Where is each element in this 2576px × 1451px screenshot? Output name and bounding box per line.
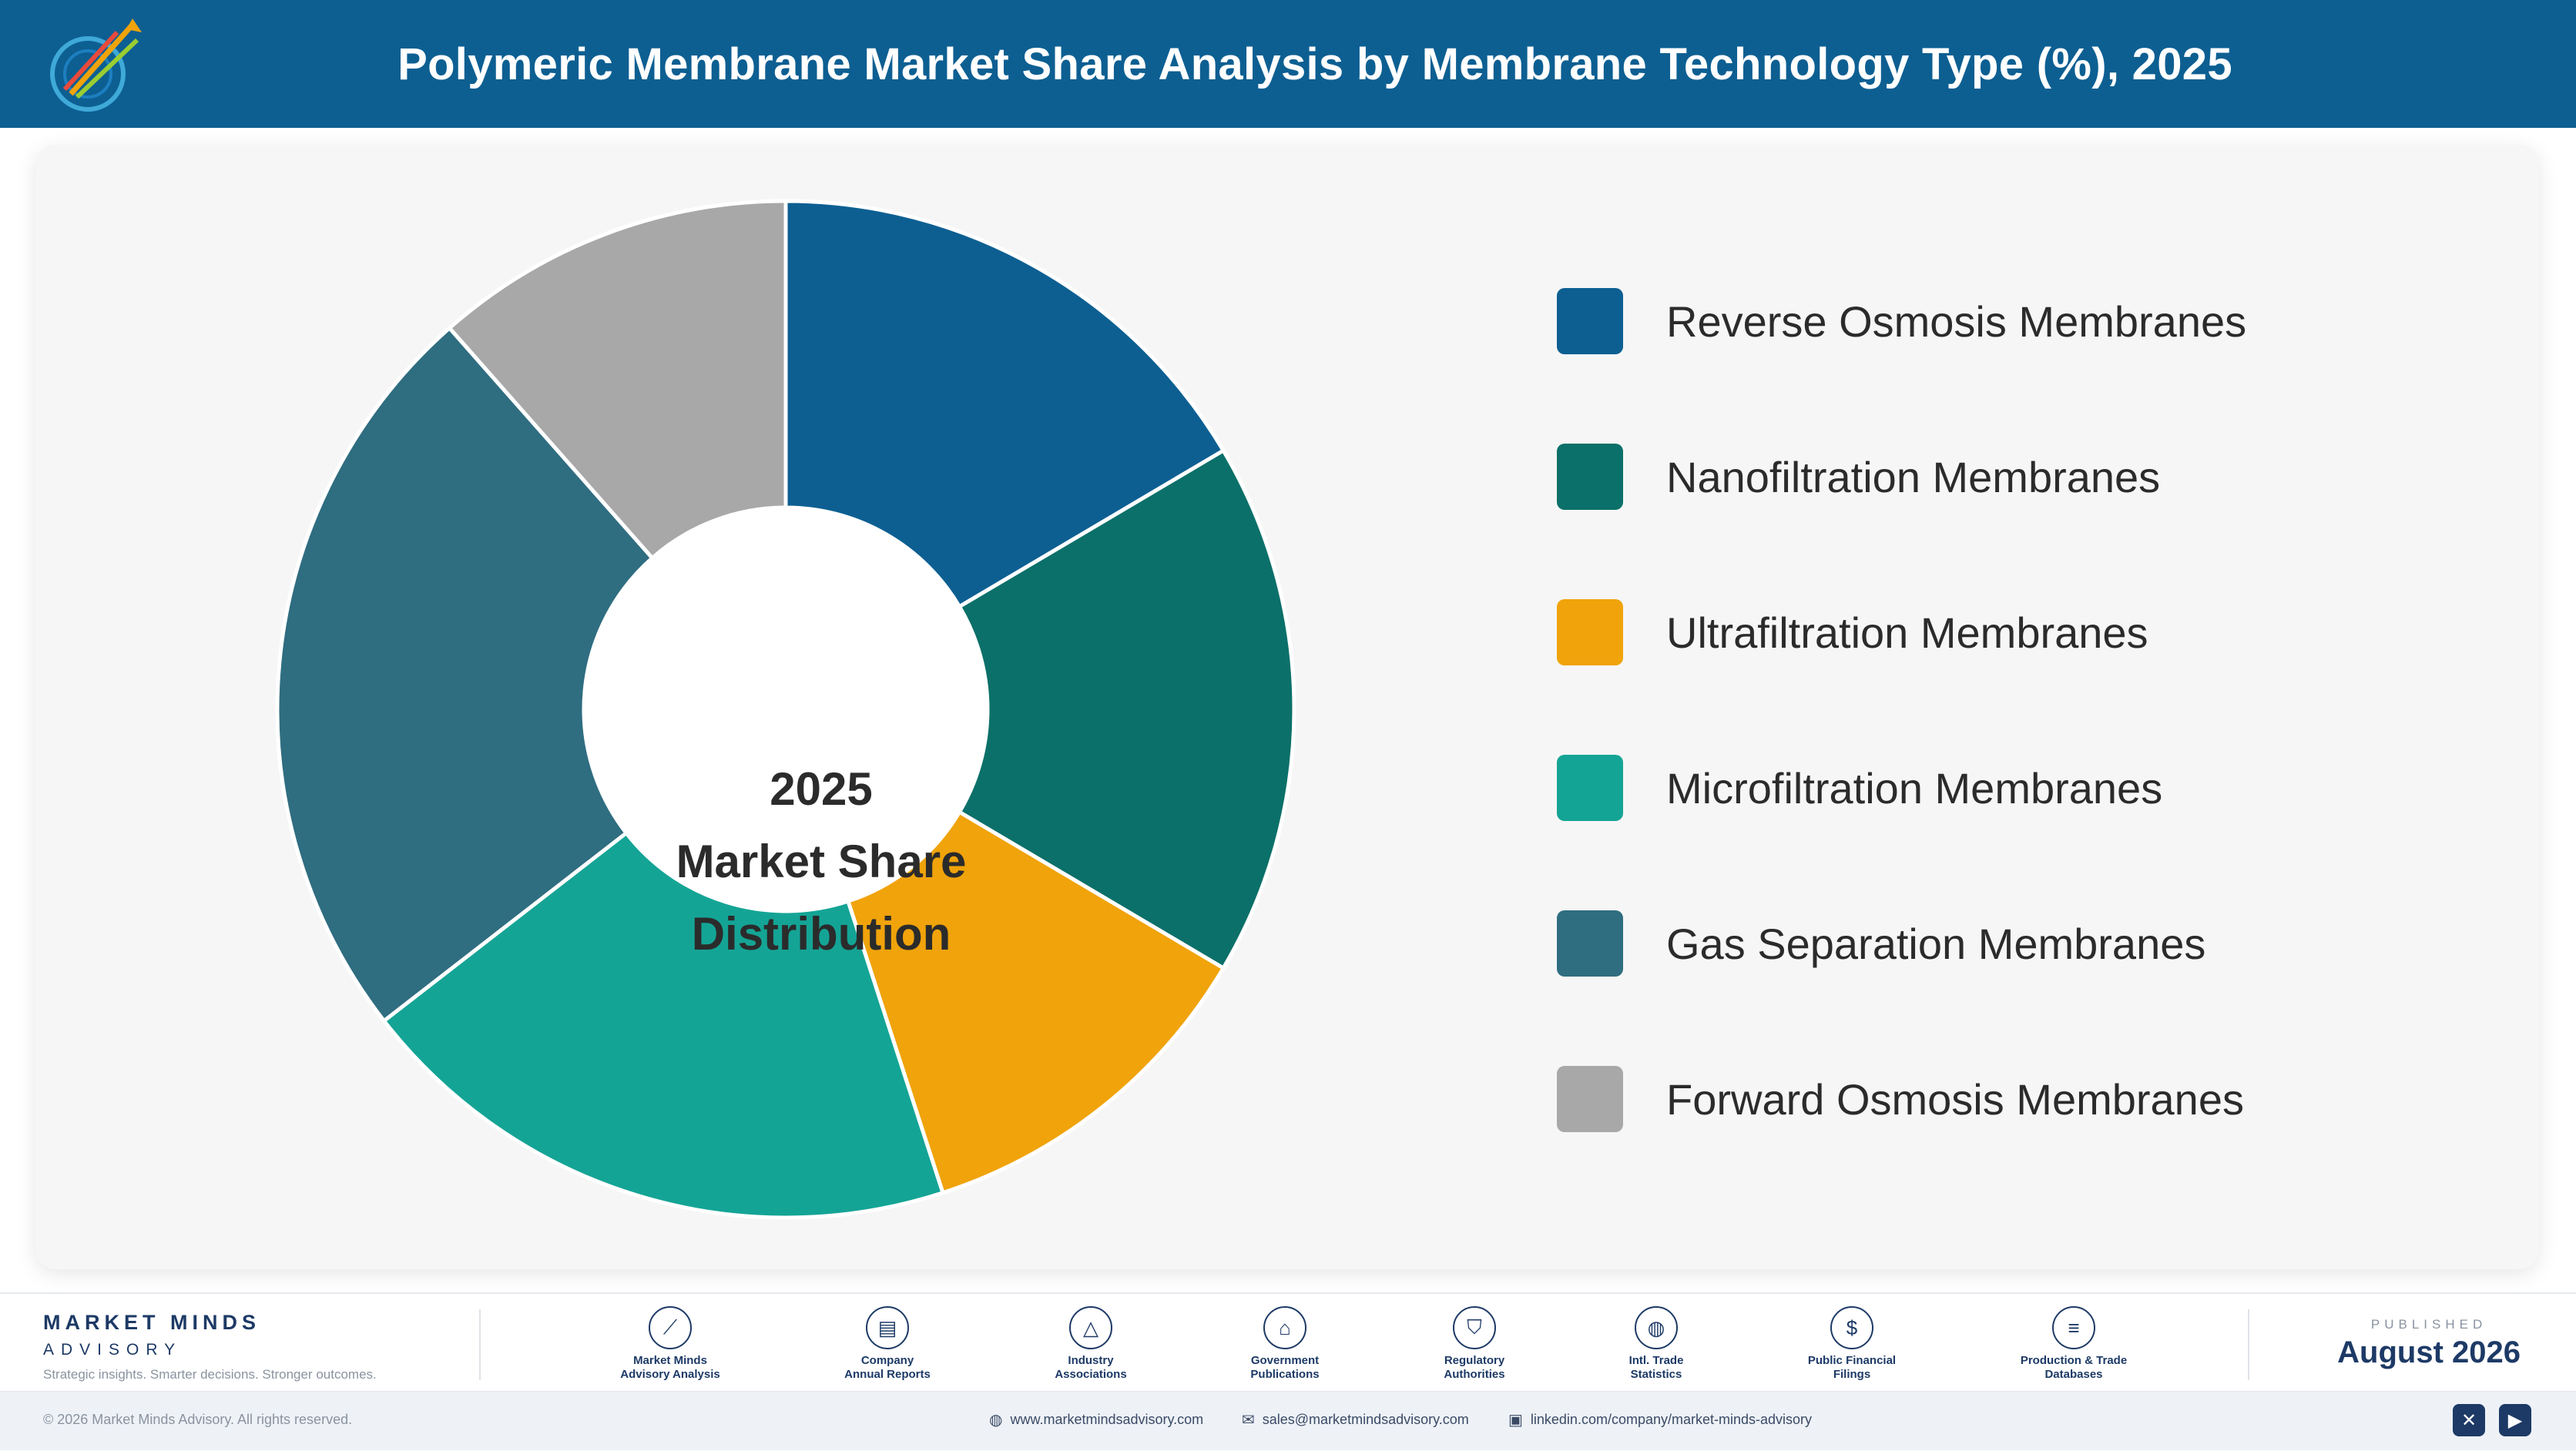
- source-label-line-1: Regulatory: [1444, 1354, 1505, 1367]
- trend-chart-icon: ⟋: [649, 1306, 692, 1349]
- website-link[interactable]: ◍ www.marketmindsadvisory.com: [989, 1410, 1203, 1429]
- legend-label: Nanofiltration Membranes: [1666, 452, 2161, 501]
- page-title: Polymeric Membrane Market Share Analysis…: [397, 39, 2232, 89]
- source-label-line-1: Industry: [1068, 1354, 1114, 1367]
- source-label-line-2: Advisory Analysis: [620, 1368, 720, 1381]
- dollar-icon: $: [1830, 1306, 1873, 1349]
- youtube-social-icon[interactable]: ▶: [2499, 1404, 2531, 1436]
- source-label-line-2: Databases: [2044, 1368, 2103, 1381]
- source-label-line-2: Associations: [1055, 1368, 1127, 1381]
- source-item: ⟋ Market Minds Advisory Analysis: [593, 1306, 747, 1382]
- source-label-line-1: Market Minds: [633, 1354, 707, 1367]
- legend-swatch: [1557, 444, 1623, 510]
- legend-swatch: [1557, 755, 1623, 821]
- published-label: PUBLISHED: [2370, 1317, 2487, 1332]
- donut-chart: [275, 199, 1296, 1220]
- source-label-line-2: Annual Reports: [844, 1368, 931, 1381]
- legend-item: Gas Separation Membranes: [1557, 910, 2205, 977]
- network-icon: △: [1069, 1306, 1112, 1349]
- published-block: PUBLISHED August 2026: [2337, 1317, 2521, 1370]
- source-label-line-1: Public Financial: [1807, 1354, 1897, 1367]
- database-icon: ≡: [2052, 1306, 2095, 1349]
- source-item: $ Public Financial Filings: [1775, 1306, 1929, 1382]
- chart-card: Reverse Osmosis Membranes Nanofiltration …: [35, 145, 2539, 1269]
- legend-item: Ultrafiltration Membranes: [1557, 598, 2148, 666]
- source-item: △ Industry Associations: [1014, 1306, 1168, 1382]
- legend-swatch: [1557, 599, 1623, 665]
- linkedin-link[interactable]: ▣ linkedin.com/company/market-minds-advi…: [1508, 1410, 1812, 1429]
- brand-name: MARKET MINDS: [43, 1311, 260, 1334]
- footer-divider: [479, 1309, 481, 1380]
- published-date: August 2026: [2337, 1335, 2521, 1369]
- source-label-line-2: Authorities: [1444, 1368, 1505, 1381]
- source-label-line-1: Production & Trade: [2020, 1354, 2128, 1367]
- brand-block: MARKET MINDS ADVISORY Strategic insights…: [43, 1311, 377, 1382]
- legend-label: Gas Separation Membranes: [1666, 919, 2206, 968]
- source-label-line-1: Company: [860, 1354, 914, 1367]
- source-item: ≡ Production & Trade Databases: [1997, 1306, 2151, 1382]
- copyright-text: © 2026 Market Minds Advisory. All rights…: [43, 1412, 353, 1427]
- bottom-bar: © 2026 Market Minds Advisory. All rights…: [0, 1391, 2576, 1450]
- brand-subtitle: ADVISORY: [43, 1341, 183, 1359]
- website-text: www.marketmindsadvisory.com: [1010, 1412, 1204, 1427]
- source-label-line-2: Statistics: [1630, 1368, 1682, 1381]
- legend-swatch: [1557, 910, 1623, 977]
- brand-tagline: Strategic insights. Smarter decisions. S…: [43, 1367, 377, 1382]
- legend-item: Nanofiltration Membranes: [1557, 443, 2160, 511]
- document-icon: ▤: [866, 1306, 909, 1349]
- legend-item: Forward Osmosis Membranes: [1557, 1065, 2244, 1133]
- legend-item: Reverse Osmosis Membranes: [1557, 287, 2246, 355]
- source-item: ⌂ Government Publications: [1208, 1306, 1362, 1382]
- globe-icon: ◍: [1635, 1306, 1678, 1349]
- legend-label: Reverse Osmosis Membranes: [1666, 297, 2247, 346]
- legend-swatch: [1557, 1066, 1623, 1132]
- legend-label: Ultrafiltration Membranes: [1666, 608, 2148, 657]
- legend-label: Microfiltration Membranes: [1666, 763, 2163, 813]
- header-bar: Polymeric Membrane Market Share Analysis…: [0, 0, 2576, 128]
- email-link[interactable]: ✉ sales@marketmindsadvisory.com: [1242, 1410, 1469, 1429]
- company-logo-icon: [50, 18, 142, 112]
- linkedin-text: linkedin.com/company/market-minds-adviso…: [1530, 1412, 1813, 1427]
- center-label-line-1: 2025: [770, 763, 873, 815]
- email-text: sales@marketmindsadvisory.com: [1262, 1412, 1469, 1427]
- footer-divider: [2248, 1309, 2249, 1380]
- source-item: ◍ Intl. Trade Statistics: [1579, 1306, 1733, 1382]
- x-social-icon[interactable]: ✕: [2453, 1404, 2485, 1436]
- donut-hole: [584, 508, 988, 911]
- donut-center-label: 2025 Market Share Distribution: [652, 753, 991, 970]
- source-label-line-1: Intl. Trade: [1628, 1354, 1684, 1367]
- mail-icon: ✉: [1242, 1412, 1255, 1429]
- legend-label: Forward Osmosis Membranes: [1666, 1074, 2244, 1124]
- legend-swatch: [1557, 288, 1623, 354]
- shield-icon: ⛉: [1453, 1306, 1496, 1349]
- source-item: ⛉ Regulatory Authorities: [1397, 1306, 1551, 1382]
- government-building-icon: ⌂: [1263, 1306, 1306, 1349]
- source-label-line-2: Publications: [1250, 1368, 1320, 1381]
- center-label-line-3: Distribution: [691, 908, 951, 960]
- source-item: ▤ Company Annual Reports: [810, 1306, 964, 1382]
- center-label-line-2: Market Share: [676, 836, 967, 887]
- linkedin-icon: ▣: [1508, 1412, 1523, 1429]
- source-label-line-2: Filings: [1833, 1368, 1871, 1381]
- source-label-line-1: Government: [1250, 1354, 1320, 1367]
- legend-item: Microfiltration Membranes: [1557, 754, 2162, 822]
- globe-icon: ◍: [989, 1412, 1003, 1429]
